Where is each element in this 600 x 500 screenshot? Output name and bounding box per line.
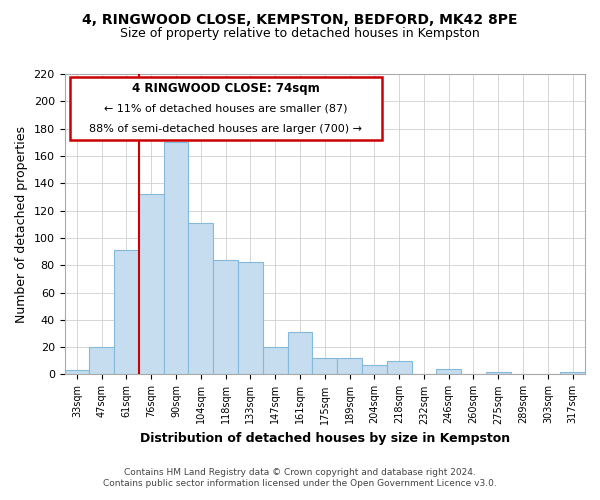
Bar bbox=[486, 372, 511, 374]
FancyBboxPatch shape bbox=[70, 77, 382, 140]
Text: 88% of semi-detached houses are larger (700) →: 88% of semi-detached houses are larger (… bbox=[89, 124, 362, 134]
X-axis label: Distribution of detached houses by size in Kempston: Distribution of detached houses by size … bbox=[140, 432, 510, 445]
Bar bbox=[362, 365, 387, 374]
Bar bbox=[89, 347, 114, 374]
Text: 4 RINGWOOD CLOSE: 74sqm: 4 RINGWOOD CLOSE: 74sqm bbox=[132, 82, 320, 95]
Bar bbox=[560, 372, 585, 374]
Y-axis label: Number of detached properties: Number of detached properties bbox=[15, 126, 28, 322]
Bar bbox=[287, 332, 313, 374]
Text: Contains HM Land Registry data © Crown copyright and database right 2024.
Contai: Contains HM Land Registry data © Crown c… bbox=[103, 468, 497, 487]
Bar bbox=[238, 262, 263, 374]
Bar bbox=[263, 347, 287, 374]
Bar bbox=[337, 358, 362, 374]
Bar bbox=[139, 194, 164, 374]
Bar bbox=[436, 369, 461, 374]
Bar bbox=[213, 260, 238, 374]
Bar bbox=[188, 223, 213, 374]
Bar bbox=[65, 370, 89, 374]
Text: 4, RINGWOOD CLOSE, KEMPSTON, BEDFORD, MK42 8PE: 4, RINGWOOD CLOSE, KEMPSTON, BEDFORD, MK… bbox=[82, 12, 518, 26]
Text: Size of property relative to detached houses in Kempston: Size of property relative to detached ho… bbox=[120, 28, 480, 40]
Bar bbox=[387, 361, 412, 374]
Bar bbox=[313, 358, 337, 374]
Bar bbox=[164, 142, 188, 374]
Bar bbox=[114, 250, 139, 374]
Text: ← 11% of detached houses are smaller (87): ← 11% of detached houses are smaller (87… bbox=[104, 104, 347, 114]
